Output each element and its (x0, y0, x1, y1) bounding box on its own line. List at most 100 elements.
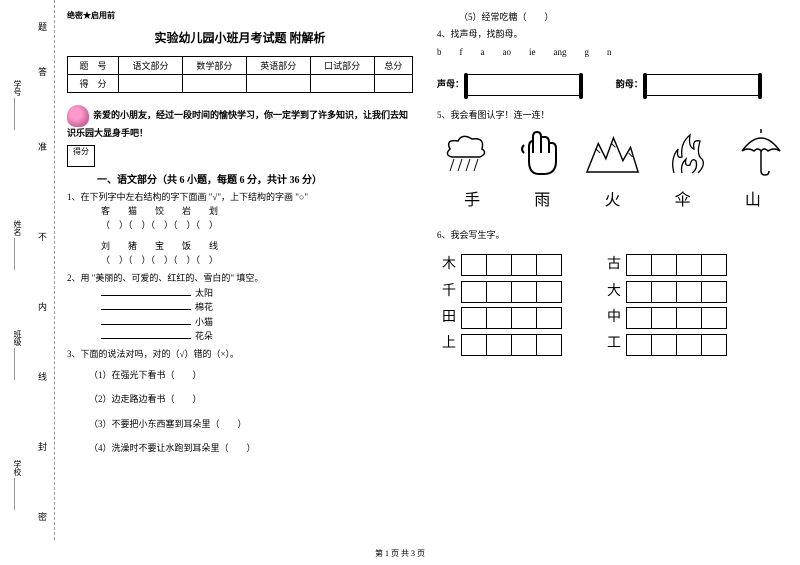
q3-item: （1）在强光下看书（ ） (89, 368, 413, 382)
td (182, 75, 246, 93)
grid-char: 上 (437, 333, 461, 355)
section-title: 一、语文部分（共 6 小题，每题 6 分，共计 36 分） (97, 171, 413, 186)
margin-label: 班级 ________ (12, 330, 23, 380)
cartoon-icon (67, 105, 89, 127)
grid-col-left: 木 千 田 上 (437, 250, 562, 360)
grid-row: 千 (437, 281, 562, 303)
grid-char: 大 (602, 281, 626, 303)
question-6: 6、我会写生字。 木 千 田 上 古 大 中 工 (437, 228, 788, 360)
exam-title: 实验幼儿园小班月考试题 附解析 (67, 29, 413, 46)
grid-char: 木 (437, 254, 461, 276)
char: 雨 (534, 188, 550, 214)
seal-char: 内 (38, 300, 47, 313)
grid-row: 中 (602, 307, 727, 329)
td (374, 75, 412, 93)
seal-char: 封 (38, 440, 47, 453)
grid-row: 上 (437, 333, 562, 355)
td (246, 75, 310, 93)
grid-row: 大 (602, 281, 727, 303)
grid-col-right: 古 大 中 工 (602, 250, 727, 360)
seal-char: 准 (38, 140, 47, 153)
character-row: 手 雨 火 伞 山 (437, 188, 788, 214)
question-4: 4、找声母，找韵母。 b f a ao ie ang g n 声母： 韵母： (437, 27, 788, 96)
question-2: 2、用 "美丽的、可爱的、红红的、雪白的" 填空。 太阳 棉花 小猫 花朵 (67, 271, 413, 343)
page-footer: 第 1 页 共 3 页 (0, 548, 800, 559)
q1-line2: 刘 猪 宝 饭 线 (101, 239, 413, 253)
scroll-box (645, 74, 760, 96)
rain-cloud-icon (437, 128, 492, 178)
scroll-box (466, 74, 581, 96)
seal-char: 密 (38, 510, 47, 523)
char: 火 (604, 188, 620, 214)
q6-stem: 6、我会写生字。 (437, 228, 788, 242)
question-5: 5、我会看图认字！连一连！ 手 雨 (437, 108, 788, 214)
th: 数学部分 (182, 57, 246, 75)
q2-item: 小猫 (101, 315, 413, 329)
umbrella-icon (733, 128, 788, 178)
q2-item: 花朵 (101, 329, 413, 343)
left-column: 绝密★启用前 实验幼儿园小班月考试题 附解析 题 号 语文部分 数学部分 英语部… (55, 0, 425, 540)
seal-char: 答 (38, 65, 47, 78)
q4-label1: 声母： (437, 79, 464, 89)
grid-char: 田 (437, 307, 461, 329)
q2-item: 太阳 (101, 286, 413, 300)
grid-char: 工 (602, 333, 626, 355)
margin-label: 学号 ________ (12, 80, 23, 130)
question-1: 1、在下列字中左右结构的字下面画 "√"，上下结构的字画 "○" 客 猫 饺 岩… (67, 190, 413, 268)
picture-row (437, 128, 788, 178)
seal-char: 线 (38, 370, 47, 383)
binding-margin: 学号 ________姓名 ________班级 ________学校 ____… (0, 0, 55, 540)
char: 山 (745, 188, 761, 214)
q1-paren1: （ ）（ ）（ ）（ ）（ ） (101, 218, 413, 232)
writing-grids: 木 千 田 上 古 大 中 工 (437, 250, 788, 360)
hand-icon (511, 128, 566, 178)
q2-word: 小猫 (195, 317, 213, 327)
q3-item5: （5）经常吃糖（ ） (459, 10, 788, 23)
q1-stem: 1、在下列字中左右结构的字下面画 "√"，上下结构的字画 "○" (67, 190, 413, 204)
th: 英语部分 (246, 57, 310, 75)
grid-row: 古 (602, 254, 727, 276)
q4-stem: 4、找声母，找韵母。 (437, 27, 788, 41)
th: 题 号 (68, 57, 119, 75)
th: 总分 (374, 57, 412, 75)
grid-row: 田 (437, 307, 562, 329)
td (310, 75, 374, 93)
mountain-icon (585, 128, 640, 178)
grid-row: 工 (602, 333, 727, 355)
seal-char: 不 (38, 230, 47, 243)
table-row: 题 号 语文部分 数学部分 英语部分 口试部分 总分 (68, 57, 413, 75)
td: 得 分 (68, 75, 119, 93)
table-row: 得 分 (68, 75, 413, 93)
q2-word: 太阳 (195, 288, 213, 298)
q3-item: （3）不要把小东西塞到耳朵里（ ） (89, 417, 413, 431)
score-entry-box: 得分 (67, 145, 95, 167)
intro-text: 亲爱的小朋友，经过一段时间的愉快学习，你一定学到了许多知识，让我们去知识乐园大显… (67, 105, 413, 141)
intro-content: 亲爱的小朋友，经过一段时间的愉快学习，你一定学到了许多知识，让我们去知识乐园大显… (67, 110, 408, 138)
q3-item: （4）洗澡时不要让水跑到耳朵里（ ） (89, 441, 413, 455)
grid-char: 千 (437, 281, 461, 303)
q2-item: 棉花 (101, 300, 413, 314)
char: 手 (464, 188, 480, 214)
grid-char: 古 (602, 254, 626, 276)
seal-char: 题 (38, 20, 47, 33)
q5-stem: 5、我会看图认字！连一连！ (437, 108, 788, 122)
grid-row: 木 (437, 254, 562, 276)
q1-line1: 客 猫 饺 岩 划 (101, 204, 413, 218)
q4-letters: b f a ao ie ang g n (437, 45, 788, 59)
grid-char: 中 (602, 307, 626, 329)
q4-label2: 韵母： (616, 79, 643, 89)
q2-word: 棉花 (195, 302, 213, 312)
q2-stem: 2、用 "美丽的、可爱的、红红的、雪白的" 填空。 (67, 271, 413, 285)
margin-label: 学校 ________ (12, 460, 23, 510)
q1-paren2: （ ）（ ）（ ）（ ）（ ） (101, 253, 413, 267)
td (119, 75, 183, 93)
score-table: 题 号 语文部分 数学部分 英语部分 口试部分 总分 得 分 (67, 56, 413, 93)
q2-word: 花朵 (195, 331, 213, 341)
th: 语文部分 (119, 57, 183, 75)
q4-answer-row: 声母： 韵母： (437, 74, 788, 96)
exam-page: 学号 ________姓名 ________班级 ________学校 ____… (0, 0, 800, 540)
fire-icon (659, 128, 714, 178)
question-3: 3、下面的说法对吗，对的（√）错的（×）。 （1）在强光下看书（ ） （2）边走… (67, 347, 413, 455)
q3-item: （2）边走路边看书（ ） (89, 392, 413, 406)
q3-stem: 3、下面的说法对吗，对的（√）错的（×）。 (67, 347, 413, 361)
